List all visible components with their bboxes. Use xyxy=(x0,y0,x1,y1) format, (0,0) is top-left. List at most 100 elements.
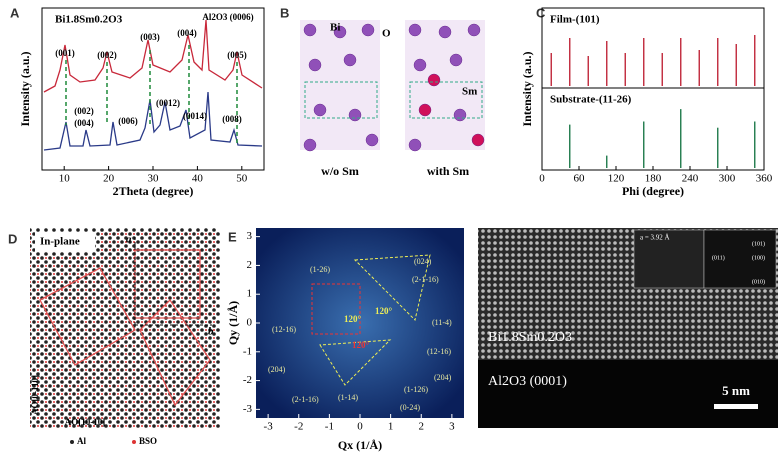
panel-c: Film-(101) Substrate-(11-26) Phi (degree… xyxy=(520,7,765,198)
y-tick-label: -1 xyxy=(243,345,252,357)
spot-label: (12-16) xyxy=(427,347,451,356)
panel-label: D xyxy=(8,231,17,246)
atom-label: Sm xyxy=(462,86,477,98)
atom xyxy=(453,108,467,122)
legend-label: Film-(101) xyxy=(550,14,600,26)
atom xyxy=(413,58,427,72)
legend-marker xyxy=(132,440,136,444)
y-axis-label: Intensity (a.u.) xyxy=(520,51,534,126)
peak-label: (001) xyxy=(55,48,75,58)
y-tick-label: 1 xyxy=(247,288,253,300)
plot-frame xyxy=(541,7,765,171)
panel-a: Bi1.8Sm0.2O3 (001) (002) (003) (004) (00… xyxy=(18,7,265,198)
atom-sm xyxy=(471,133,485,147)
x-axis-label: Phi (degree) xyxy=(622,184,684,198)
panel-label: C xyxy=(536,5,546,20)
chart-title: Bi1.8Sm0.2O3 xyxy=(55,14,123,26)
cell-box xyxy=(409,81,483,119)
spot-label: (1-26) xyxy=(310,265,330,274)
atom xyxy=(365,133,379,147)
panel-label: A xyxy=(10,5,20,20)
atom xyxy=(333,25,347,39)
x-tick-label: 30 xyxy=(148,173,160,185)
inset-label: (010) xyxy=(752,278,765,285)
atom xyxy=(438,25,452,39)
panel-d: In-plane a b AO[0-110] AO[10-10] Al BSO xyxy=(30,228,220,446)
spot-label: (204) xyxy=(434,373,452,382)
panel-e: (1-26) (024) (2-1-16) (12-16) (11-4) (12… xyxy=(226,228,464,452)
axis-label: b xyxy=(208,326,214,338)
spot-label: (2-1-16) xyxy=(292,395,319,404)
panel-b: Bi O Sm w/o Sm with Sm xyxy=(300,20,485,178)
panel-label: B xyxy=(280,5,289,20)
spot-label: (1-126) xyxy=(404,385,428,394)
atom xyxy=(449,53,463,67)
y-tick-label: -2 xyxy=(243,374,252,386)
atom xyxy=(313,103,327,117)
y-axis-label: Intensity (a.u.) xyxy=(18,51,32,126)
x-tick-label: 300 xyxy=(719,173,736,185)
peak-label: (005) xyxy=(227,50,247,60)
bso-cell xyxy=(139,298,211,407)
atom-sm xyxy=(418,103,432,117)
x-tick-label: -1 xyxy=(325,421,334,433)
y-axis-label: Qy (1/Å) xyxy=(226,301,240,345)
cell-box xyxy=(304,81,378,119)
spot-label: (12-16) xyxy=(272,325,296,334)
y-tick-label: 3 xyxy=(247,230,253,242)
bso-cell xyxy=(134,249,201,319)
atom xyxy=(303,23,317,37)
x-tick-label: 180 xyxy=(645,173,662,185)
x-tick-label: 10 xyxy=(59,173,71,185)
scale-label: 5 nm xyxy=(722,383,750,398)
peak-label: Al2O3 (0006) xyxy=(202,12,253,22)
peak-label: (008) xyxy=(222,114,242,124)
label-bg xyxy=(35,232,95,252)
caption: w/o Sm xyxy=(321,164,359,178)
atom xyxy=(467,23,481,37)
red-box xyxy=(311,283,361,335)
atom xyxy=(343,53,357,67)
x-tick-label: 2 xyxy=(419,421,425,433)
x-tick-label: -3 xyxy=(264,421,274,433)
atom xyxy=(408,138,422,152)
x-axis-label: Qx (1/Å) xyxy=(338,438,382,452)
triangle xyxy=(319,339,392,386)
film-label: Bi1.8Sm0.2O3 xyxy=(488,330,572,345)
spot-label: (024) xyxy=(414,257,432,266)
x-tick-label: 1 xyxy=(388,421,394,433)
angle-label: 120° xyxy=(352,340,370,350)
xrd-curve-bulk xyxy=(43,91,263,151)
legend-label: BSO xyxy=(139,436,157,446)
structure-bg xyxy=(300,20,380,150)
legend-label: Al xyxy=(77,436,86,446)
spot-label: (1-14) xyxy=(338,393,358,402)
x-axis-label: 2Theta (degree) xyxy=(113,184,194,198)
atom xyxy=(348,108,362,122)
y-tick-label: -3 xyxy=(243,403,253,415)
spot-label: (11-4) xyxy=(432,318,452,327)
peak-label: (0012) xyxy=(156,98,180,108)
axis-label: a xyxy=(126,234,132,246)
inset-label: (100) xyxy=(752,254,765,261)
atom xyxy=(408,23,422,37)
x-tick-label: 0 xyxy=(539,173,545,185)
x-tick-label: 0 xyxy=(357,421,363,433)
panel-label: E xyxy=(228,229,237,244)
atom-label: Bi xyxy=(330,22,340,34)
x-tick-label: 120 xyxy=(608,173,625,185)
caption: with Sm xyxy=(427,164,469,178)
bso-cell xyxy=(39,267,136,366)
x-tick-label: 240 xyxy=(682,173,699,185)
substrate-region xyxy=(478,360,778,428)
peak-label: (004) xyxy=(74,118,94,128)
spot-label: (204) xyxy=(268,365,286,374)
atom xyxy=(303,138,317,152)
substrate-label: Al2O3 (0001) xyxy=(488,374,567,389)
inset-image xyxy=(633,229,705,289)
x-tick-label: 50 xyxy=(236,173,248,185)
peak-label: (002) xyxy=(74,106,94,116)
spot-label: (0-24) xyxy=(400,403,420,412)
peak-label: (004) xyxy=(177,28,197,38)
